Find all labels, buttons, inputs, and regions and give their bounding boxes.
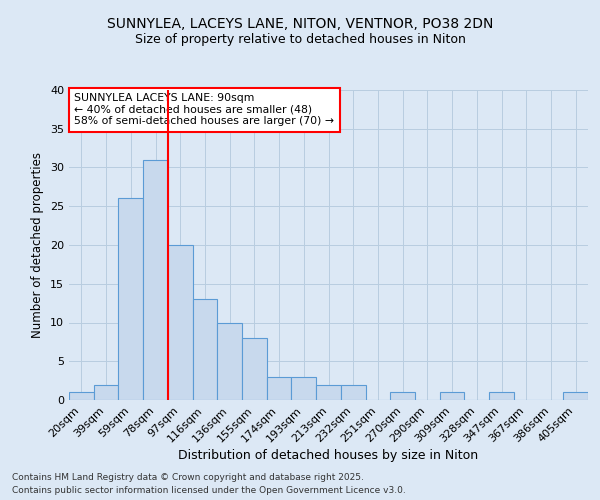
- Bar: [69, 392, 94, 400]
- X-axis label: Distribution of detached houses by size in Niton: Distribution of detached houses by size …: [178, 450, 479, 462]
- Bar: [341, 384, 365, 400]
- Bar: [390, 392, 415, 400]
- Bar: [267, 377, 292, 400]
- Bar: [563, 392, 588, 400]
- Bar: [440, 392, 464, 400]
- Bar: [242, 338, 267, 400]
- Y-axis label: Number of detached properties: Number of detached properties: [31, 152, 44, 338]
- Bar: [193, 299, 217, 400]
- Text: Contains HM Land Registry data © Crown copyright and database right 2025.
Contai: Contains HM Land Registry data © Crown c…: [12, 474, 406, 495]
- Bar: [316, 384, 341, 400]
- Text: SUNNYLEA, LACEYS LANE, NITON, VENTNOR, PO38 2DN: SUNNYLEA, LACEYS LANE, NITON, VENTNOR, P…: [107, 18, 493, 32]
- Bar: [118, 198, 143, 400]
- Text: SUNNYLEA LACEYS LANE: 90sqm
← 40% of detached houses are smaller (48)
58% of sem: SUNNYLEA LACEYS LANE: 90sqm ← 40% of det…: [74, 93, 334, 126]
- Bar: [217, 322, 242, 400]
- Bar: [292, 377, 316, 400]
- Text: Size of property relative to detached houses in Niton: Size of property relative to detached ho…: [134, 32, 466, 46]
- Bar: [489, 392, 514, 400]
- Bar: [168, 245, 193, 400]
- Bar: [94, 384, 118, 400]
- Bar: [143, 160, 168, 400]
